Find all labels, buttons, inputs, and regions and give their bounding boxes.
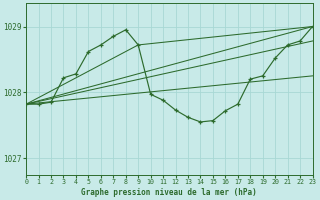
X-axis label: Graphe pression niveau de la mer (hPa): Graphe pression niveau de la mer (hPa) xyxy=(82,188,257,197)
